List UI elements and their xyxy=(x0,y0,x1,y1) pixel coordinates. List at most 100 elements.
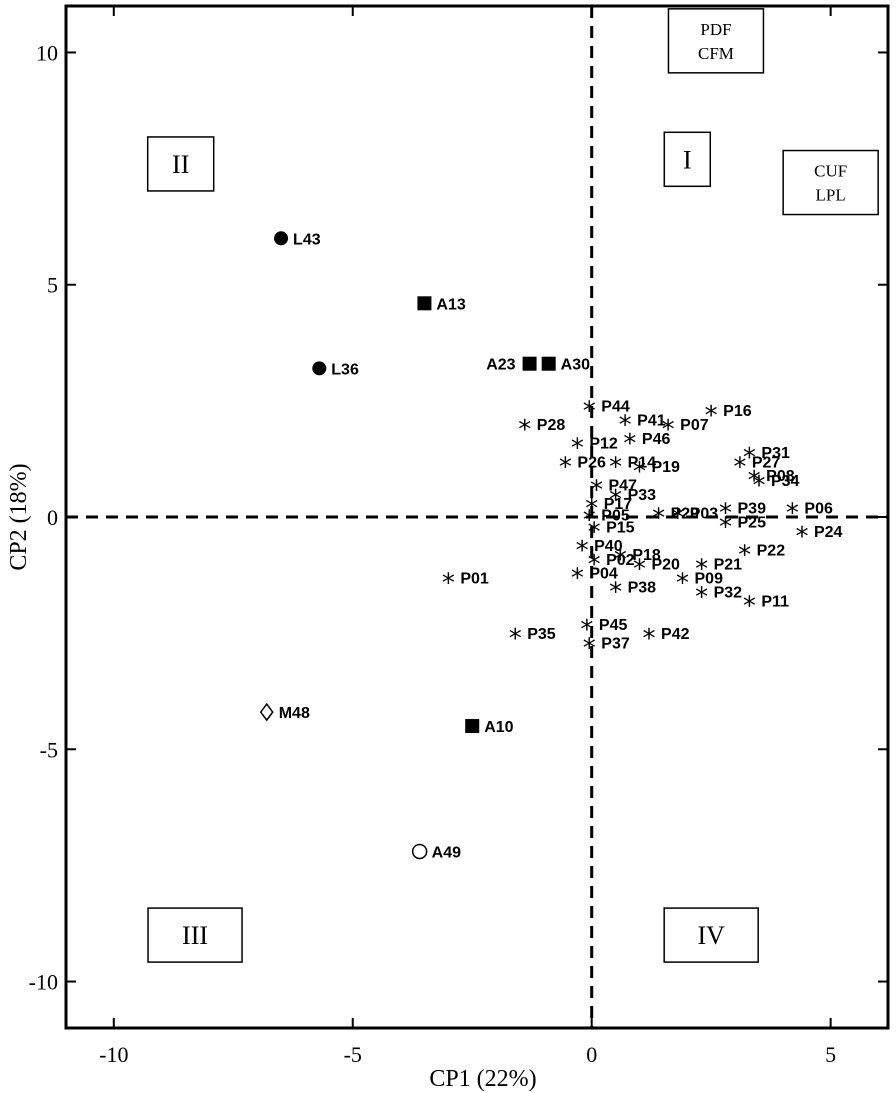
point-label: P19 xyxy=(651,459,680,476)
reference-lines xyxy=(66,6,888,1028)
x-tick-label: 5 xyxy=(825,1042,836,1067)
point-marker-asterisk: * xyxy=(676,568,689,598)
point-label: P08 xyxy=(766,468,795,485)
point-marker-open-circle xyxy=(411,843,428,860)
y-tick-label: 10 xyxy=(36,40,58,65)
point-marker-asterisk: * xyxy=(652,503,665,533)
quadrant-box xyxy=(663,131,712,188)
point-marker-asterisk: * xyxy=(590,475,603,505)
point-marker-asterisk: * xyxy=(719,499,732,529)
y-tick-label: 5 xyxy=(47,273,58,298)
point-label: P40 xyxy=(594,538,623,555)
point-label: P07 xyxy=(680,417,709,434)
point-label: P05 xyxy=(601,508,630,525)
point-marker-asterisk: * xyxy=(662,415,675,445)
point-label: P26 xyxy=(577,454,606,471)
point-label: P15 xyxy=(606,519,635,536)
point-marker-open-diamond xyxy=(259,702,274,722)
point-marker-asterisk: * xyxy=(719,513,732,543)
point-label: P35 xyxy=(527,626,556,643)
point-marker-asterisk: * xyxy=(623,429,636,459)
point-label: P45 xyxy=(599,617,628,634)
point-label: A13 xyxy=(436,296,465,313)
point-label: P32 xyxy=(714,584,743,601)
annotation-box xyxy=(667,8,765,74)
point-marker-filled-square xyxy=(417,296,432,311)
point-label: P42 xyxy=(661,626,690,643)
point-label: P12 xyxy=(589,436,618,453)
point-label: P41 xyxy=(637,412,666,429)
annotation-boxes: PDF CFM CUF LPL xyxy=(667,8,879,216)
point-label: L43 xyxy=(293,231,321,248)
point-marker-filled-square xyxy=(465,719,480,734)
point-label: P18 xyxy=(632,547,661,564)
point-label: P28 xyxy=(537,417,566,434)
point-label: P09 xyxy=(695,570,724,587)
point-label: P27 xyxy=(752,454,781,471)
point-label: L36 xyxy=(331,361,359,378)
quadrant-label-III: III xyxy=(182,921,208,950)
point-marker-asterisk: * xyxy=(619,410,632,440)
point-label: P24 xyxy=(814,524,843,541)
point-marker-asterisk: * xyxy=(588,550,601,580)
point-marker-asterisk: * xyxy=(643,624,656,654)
point-marker-filled-circle xyxy=(312,361,327,376)
point-marker-asterisk: * xyxy=(583,633,596,663)
point-marker-asterisk: * xyxy=(576,536,589,566)
point-marker-asterisk: * xyxy=(518,415,531,445)
point-marker-asterisk: * xyxy=(733,452,746,482)
point-marker-asterisk: * xyxy=(743,592,756,622)
point-marker-asterisk: * xyxy=(559,452,572,482)
point-label: P31 xyxy=(761,445,790,462)
point-label: P11 xyxy=(761,594,789,611)
annotation-box xyxy=(782,149,879,216)
point-marker-asterisk: * xyxy=(695,554,708,584)
point-label: A30 xyxy=(561,357,590,374)
point-label: P38 xyxy=(628,580,657,597)
point-marker-asterisk: * xyxy=(609,578,622,608)
annotation-text: CFM xyxy=(698,44,734,63)
point-label: P22 xyxy=(757,543,786,560)
point-label: M48 xyxy=(279,705,310,722)
quadrant-label-II: II xyxy=(172,150,189,179)
point-label: P21 xyxy=(714,556,743,573)
x-axis-title: CP1 (22%) xyxy=(429,1066,536,1092)
quadrant-box xyxy=(147,907,243,963)
point-label: P44 xyxy=(601,399,630,416)
point-label: P03 xyxy=(690,505,719,522)
point-marker-filled-circle xyxy=(274,231,289,246)
point-marker-asterisk: * xyxy=(671,503,684,533)
quadrant-label-IV: IV xyxy=(697,921,725,950)
point-marker-asterisk: * xyxy=(748,466,761,496)
point-marker-asterisk: * xyxy=(583,506,596,536)
point-label: P29 xyxy=(671,505,700,522)
point-label: P14 xyxy=(628,454,657,471)
point-marker-asterisk: * xyxy=(442,568,455,598)
point-label: P25 xyxy=(738,515,767,532)
x-tick-label: -10 xyxy=(99,1042,128,1067)
point-marker-asterisk: * xyxy=(633,554,646,584)
point-label: P02 xyxy=(606,552,635,569)
y-axis-title: CP2 (18%) xyxy=(6,463,32,570)
point-marker-asterisk: * xyxy=(795,522,808,552)
y-tick-label: -5 xyxy=(40,737,58,762)
point-label: P39 xyxy=(738,501,767,518)
quadrant-box xyxy=(146,136,215,192)
point-label: P01 xyxy=(460,570,489,587)
y-tick-label: 0 xyxy=(47,505,58,530)
point-marker-asterisk: * xyxy=(588,517,601,547)
point-label: P33 xyxy=(628,487,657,504)
point-label: P16 xyxy=(723,403,752,420)
point-marker-asterisk: * xyxy=(743,443,756,473)
point-label: P37 xyxy=(601,635,630,652)
point-label: P04 xyxy=(589,566,618,583)
point-marker-asterisk: * xyxy=(614,545,627,575)
point-marker-asterisk: * xyxy=(571,564,584,594)
point-label: A10 xyxy=(484,719,513,736)
point-marker-filled-square xyxy=(541,356,556,371)
annotation-text: LPL xyxy=(816,186,846,205)
point-marker-filled-square xyxy=(522,356,537,371)
point-marker-asterisk: * xyxy=(752,471,765,501)
